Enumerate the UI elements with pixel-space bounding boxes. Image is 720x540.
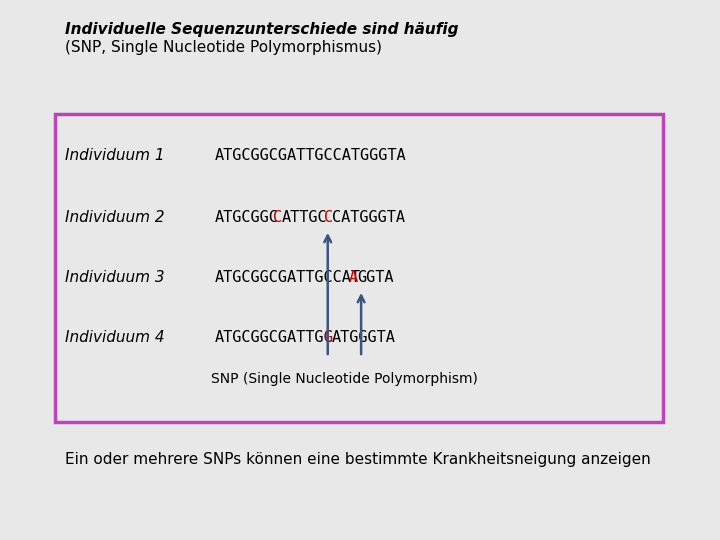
Text: Individuelle Sequenzunterschiede sind häufig: Individuelle Sequenzunterschiede sind hä…: [65, 22, 459, 37]
Text: ATGCGGCGATTGCCATGGGTA: ATGCGGCGATTGCCATGGGTA: [215, 147, 407, 163]
Text: C: C: [323, 210, 333, 225]
Text: ATGCGGCGATTGCCAT: ATGCGGCGATTGCCAT: [215, 269, 361, 285]
Text: (SNP, Single Nucleotide Polymorphismus): (SNP, Single Nucleotide Polymorphismus): [65, 40, 382, 55]
Text: GGTA: GGTA: [357, 269, 393, 285]
Text: Ein oder mehrere SNPs können eine bestimmte Krankheitsneigung anzeigen: Ein oder mehrere SNPs können eine bestim…: [65, 452, 651, 467]
Text: Individuum 3: Individuum 3: [65, 269, 165, 285]
Text: ATGCGGCGATTGC: ATGCGGCGATTGC: [215, 329, 333, 345]
Text: ATGGGTA: ATGGGTA: [332, 329, 396, 345]
Text: Individuum 2: Individuum 2: [65, 210, 165, 225]
Text: A: A: [348, 269, 358, 285]
Bar: [55, 114, 663, 422]
Text: SNP (Single Nucleotide Polymorphism): SNP (Single Nucleotide Polymorphism): [211, 372, 478, 386]
Text: ATTGC: ATTGC: [282, 210, 328, 225]
Text: C: C: [274, 210, 282, 225]
Text: G: G: [323, 329, 333, 345]
Text: Individuum 4: Individuum 4: [65, 329, 165, 345]
Text: CATGGGTA: CATGGGTA: [332, 210, 405, 225]
Text: ATGCGGC: ATGCGGC: [215, 210, 279, 225]
Text: Individuum 1: Individuum 1: [65, 147, 165, 163]
